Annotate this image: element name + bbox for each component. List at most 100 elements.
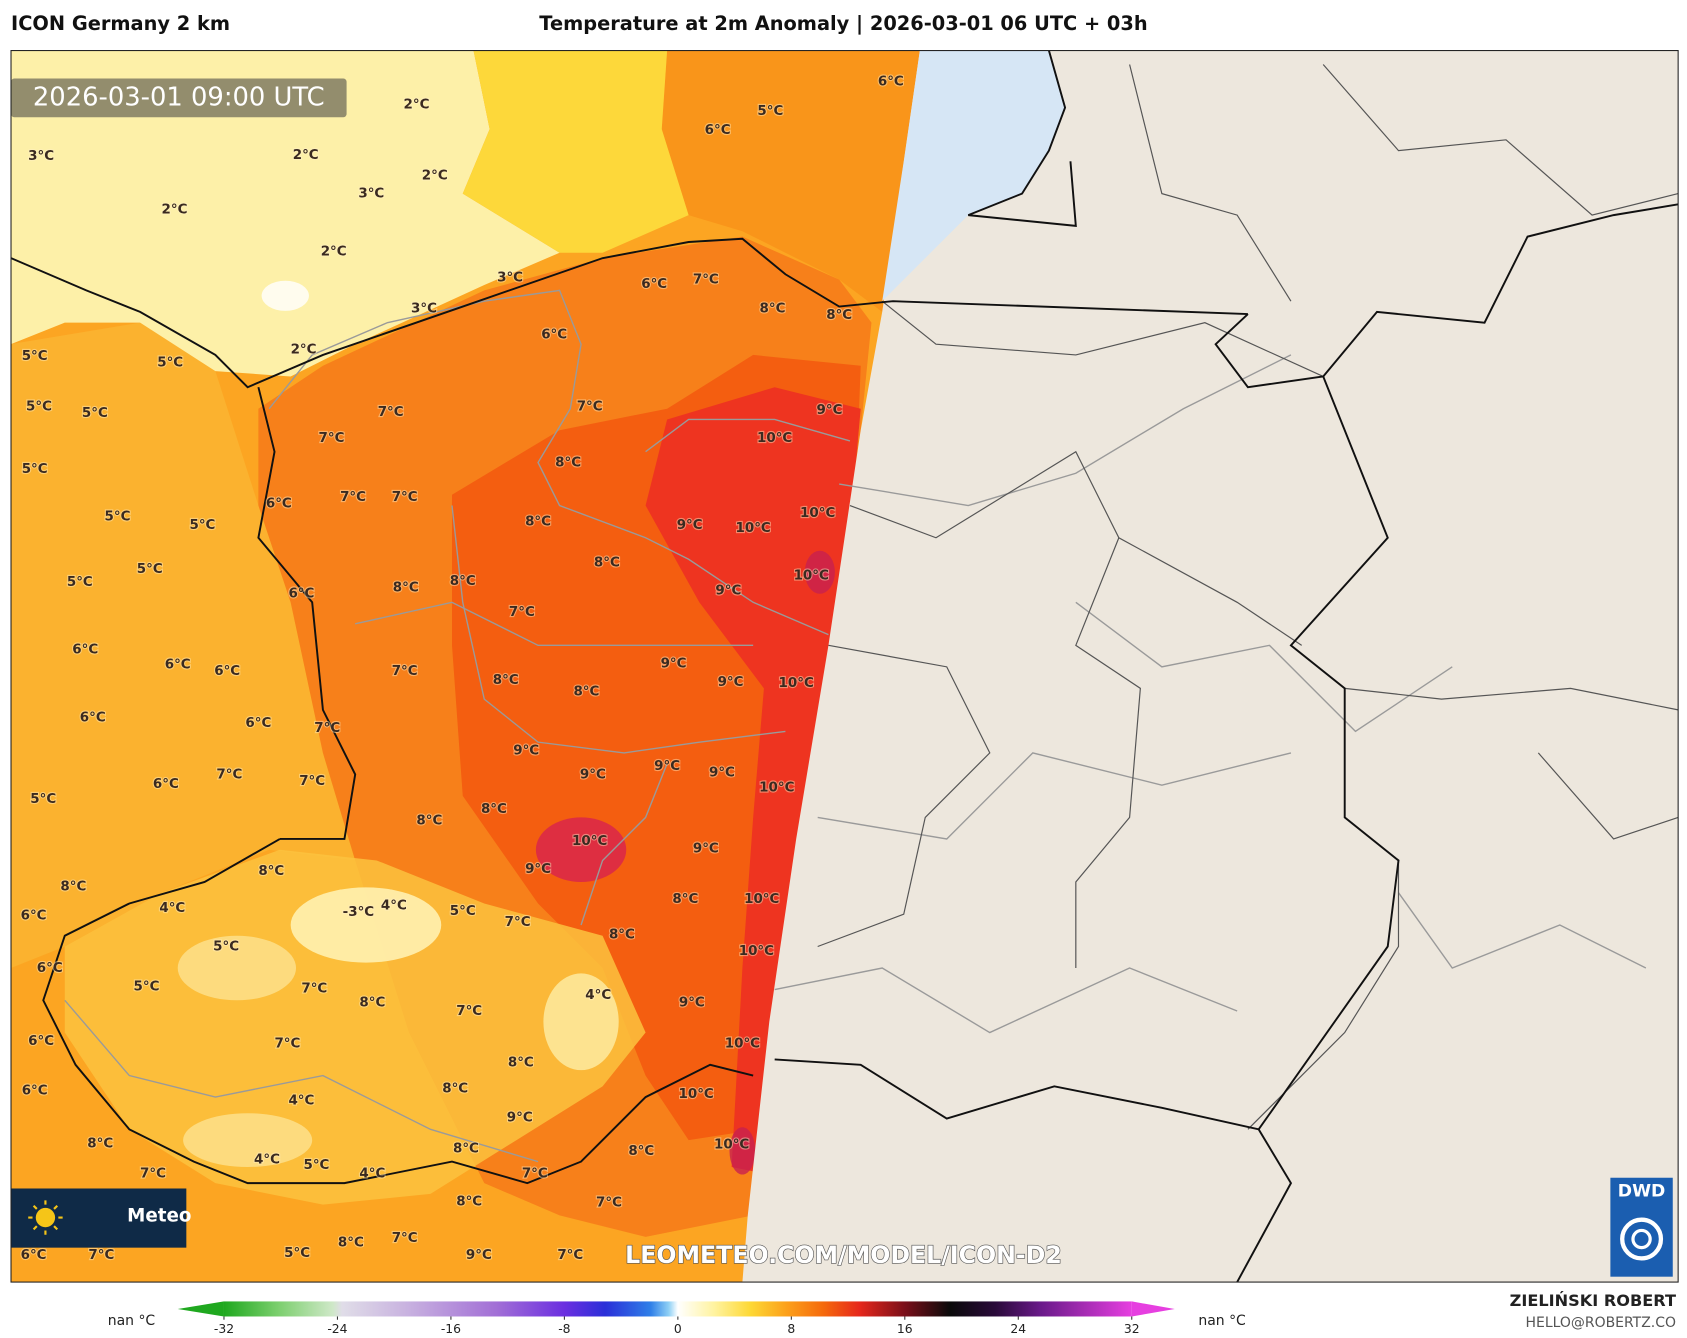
contour-label: 5°C xyxy=(157,355,183,370)
admin-line xyxy=(64,999,539,1163)
region-line xyxy=(849,450,1303,646)
contour-label: 7°C xyxy=(509,605,535,620)
contour-label: 7°C xyxy=(522,1166,548,1181)
contour-label: 2°C xyxy=(162,203,188,218)
contour-label: 6°C xyxy=(245,716,271,731)
coastline xyxy=(967,50,1077,227)
contour-label: 8°C xyxy=(60,879,86,894)
contour-label: 9°C xyxy=(525,862,551,877)
contour-label: 7°C xyxy=(314,721,340,736)
contour-label: 6°C xyxy=(22,1084,48,1099)
borders xyxy=(11,50,1679,1283)
contour-label: 7°C xyxy=(378,405,404,420)
colorbar-tick-label: 8 xyxy=(787,1322,795,1336)
contour-label: 10°C xyxy=(779,676,814,691)
colorbar-bar xyxy=(223,1301,1132,1317)
field-zone xyxy=(535,817,627,882)
contour-label: 5°C xyxy=(67,575,93,590)
contour-label: 2°C xyxy=(291,343,317,358)
contour-label: 8°C xyxy=(338,1235,364,1250)
logo-text: Meteo xyxy=(127,1205,191,1226)
border xyxy=(1214,313,1400,1130)
contour-label: 9°C xyxy=(661,657,687,672)
contour-label: 7°C xyxy=(88,1248,114,1263)
contour-label: 5°C xyxy=(134,979,160,994)
contour-label: 6°C xyxy=(72,643,98,658)
watermark: LEOMETEO.COM/MODEL/ICON-D2 xyxy=(625,1241,1062,1269)
contour-label: 8°C xyxy=(453,1142,479,1157)
author: ZIELIŃSKI ROBERT xyxy=(1510,1291,1676,1310)
contour-label: 4°C xyxy=(254,1152,280,1167)
contour-label: 8°C xyxy=(573,685,599,700)
field-zone xyxy=(261,280,309,311)
colorbar-tick-label: -16 xyxy=(441,1322,461,1336)
contour-label: 7°C xyxy=(456,1004,482,1019)
colorbar-tick-label: -8 xyxy=(558,1322,570,1336)
ray xyxy=(32,1225,38,1231)
region-line xyxy=(1322,64,1679,216)
contour-label: 10°C xyxy=(739,944,774,959)
colorbar-tick-label: -24 xyxy=(327,1322,347,1336)
contour-label: 7°C xyxy=(392,1231,418,1246)
contour-label: 6°C xyxy=(28,1034,54,1049)
contour-label: 9°C xyxy=(466,1248,492,1263)
contour-label: 7°C xyxy=(140,1166,166,1181)
contour-label: 6°C xyxy=(153,777,179,792)
ray xyxy=(53,1204,59,1210)
colorbar-tick-label: 0 xyxy=(674,1322,682,1336)
contour-label: 9°C xyxy=(580,767,606,782)
contour-label: 5°C xyxy=(137,562,163,577)
contour-label: 5°C xyxy=(26,400,52,415)
map-frame xyxy=(10,50,1679,1283)
colorbar-tick-label: 24 xyxy=(1010,1322,1026,1336)
timestamp-box xyxy=(11,78,347,118)
contour-label: 7°C xyxy=(299,774,325,789)
contour-label: 9°C xyxy=(693,842,719,857)
contour-label: 4°C xyxy=(288,1093,314,1108)
contour-label: 7°C xyxy=(301,981,327,996)
dwd-text: DWD xyxy=(1618,1182,1666,1202)
contour-label: 8°C xyxy=(594,556,620,571)
field-zone xyxy=(729,1127,756,1175)
contour-label: 9°C xyxy=(679,995,705,1010)
contour-label: 8°C xyxy=(442,1081,468,1096)
field-zone xyxy=(645,387,861,1173)
contour-label: 9°C xyxy=(817,403,843,418)
contour-label: 5°C xyxy=(213,939,239,954)
contour-label: 6°C xyxy=(878,75,904,90)
contour-label: 7°C xyxy=(392,490,418,505)
colorbar-tick-label: -32 xyxy=(214,1322,234,1336)
logo-rays xyxy=(28,1200,63,1235)
contour-label: 2°C xyxy=(422,168,448,183)
contour-label: 6°C xyxy=(165,658,191,673)
field-zone xyxy=(64,849,646,1205)
model-name: ICON Germany 2 km xyxy=(11,12,230,35)
contour-label: 7°C xyxy=(557,1248,583,1263)
contour-label: 8°C xyxy=(87,1136,113,1151)
contour-label: 10°C xyxy=(744,892,779,907)
contour-label: 7°C xyxy=(216,767,242,782)
contour-label: 5°C xyxy=(189,518,215,533)
contour-label: 8°C xyxy=(760,302,786,317)
contour-label: 8°C xyxy=(416,814,442,829)
contour-label: 10°C xyxy=(757,431,792,446)
region-line xyxy=(1075,537,1141,969)
region-line xyxy=(1247,860,1400,1130)
contour-label: 7°C xyxy=(274,1036,300,1051)
contour-label: 8°C xyxy=(359,995,385,1010)
contour-label: 5°C xyxy=(82,406,108,421)
contour-label: 7°C xyxy=(340,490,366,505)
dwd-swirl xyxy=(1631,1228,1652,1250)
admin-line xyxy=(817,752,1292,840)
region-line xyxy=(1537,752,1679,840)
contour-label: 5°C xyxy=(757,104,783,119)
map-title: Temperature at 2m Anomaly | 2026-03-01 0… xyxy=(539,12,1147,35)
admin-line xyxy=(451,505,786,754)
map-area: 6°C 5°C 6°C 2°C 2°C 2°C 3°C 3°C 2°C 2°C 3°C 3°C 2°C 6… xyxy=(11,50,1679,1283)
colorbar-tick-label: 32 xyxy=(1124,1322,1140,1336)
region-line xyxy=(881,300,1324,377)
colorbar-right-label: nan °C xyxy=(1198,1313,1245,1329)
admin-line xyxy=(1075,601,1453,733)
admin-lines xyxy=(64,289,1647,1163)
